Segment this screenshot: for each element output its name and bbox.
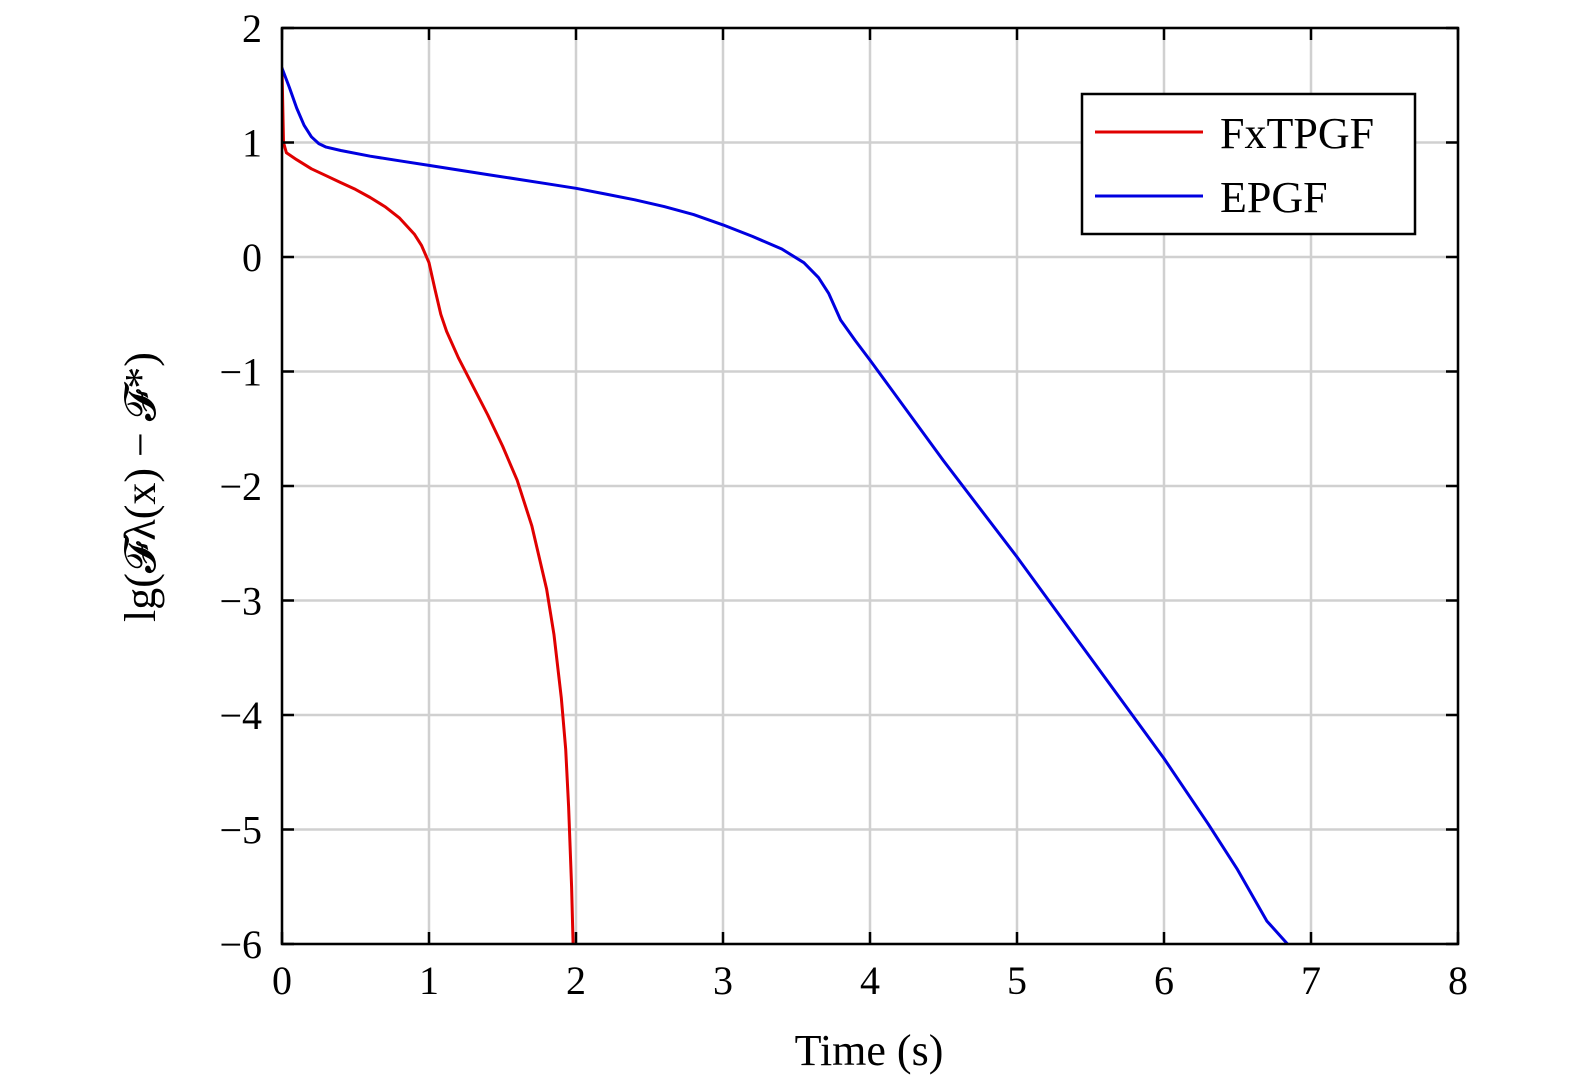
x-tick-label: 1 (419, 958, 439, 1003)
y-tick-label: −5 (219, 808, 262, 853)
y-tick-label: 0 (242, 235, 262, 280)
x-tick-label: 0 (272, 958, 292, 1003)
y-tick-label: −4 (219, 693, 262, 738)
x-tick-label: 7 (1301, 958, 1321, 1003)
y-tick-label: −2 (219, 464, 262, 509)
y-tick-label: −1 (219, 350, 262, 395)
x-tick-labels: 0 1 2 3 4 5 6 7 8 (272, 958, 1468, 1003)
x-tick-label: 6 (1154, 958, 1174, 1003)
x-tick-label: 5 (1007, 958, 1027, 1003)
curves (282, 66, 1289, 944)
y-tick-labels: 2 1 0 −1 −2 −3 −4 −5 −6 (219, 6, 262, 967)
series-line-epgf (282, 66, 1289, 944)
axis-ticks (280, 26, 1460, 946)
y-tick-label: 2 (242, 6, 262, 51)
y-tick-label: 1 (242, 121, 262, 166)
legend: FxTPGF EPGF (1080, 92, 1417, 236)
legend-label-fxtpgf: FxTPGF (1220, 109, 1374, 158)
legend-label-epgf: EPGF (1220, 173, 1328, 222)
x-axis-label: Time (s) (795, 1026, 944, 1075)
x-tick-label: 4 (860, 958, 880, 1003)
y-tick-label: −3 (219, 579, 262, 624)
y-tick-label: −6 (219, 922, 262, 967)
x-tick-label: 2 (566, 958, 586, 1003)
x-tick-label: 8 (1448, 958, 1468, 1003)
series-line-fxtpgf (282, 66, 575, 944)
legend-box (1080, 92, 1417, 236)
y-axis-label: lg(𝓕λ(x) − 𝓕*) (116, 352, 165, 622)
x-tick-label: 3 (713, 958, 733, 1003)
